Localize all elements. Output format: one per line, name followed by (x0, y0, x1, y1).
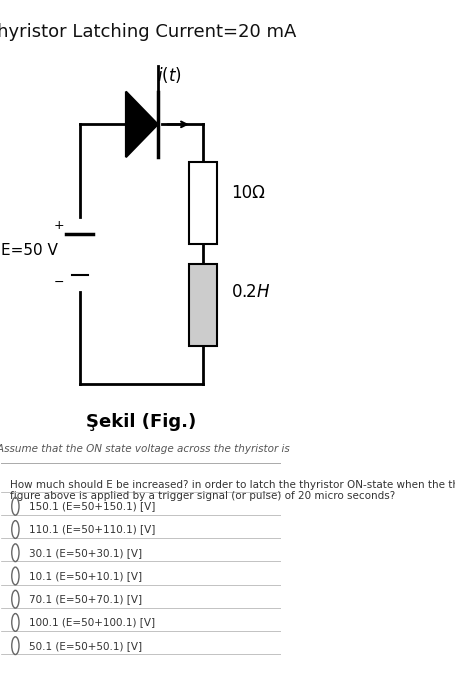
Text: 70.1 (E=50+70.1) [V]: 70.1 (E=50+70.1) [V] (29, 594, 142, 604)
Text: $0.2H$: $0.2H$ (230, 283, 270, 300)
Text: $i(t)$: $i(t)$ (157, 64, 181, 85)
Text: (Assume that the ON state voltage across the thyristor is: (Assume that the ON state voltage across… (0, 444, 289, 454)
Text: +: + (54, 220, 65, 233)
Text: 110.1 (E=50+110.1) [V]: 110.1 (E=50+110.1) [V] (29, 525, 156, 534)
Text: How much should E be increased? in order to latch the thyristor ON-state when th: How much should E be increased? in order… (10, 480, 455, 501)
Text: Thyristor Latching Current=20 mA: Thyristor Latching Current=20 mA (0, 23, 296, 41)
Text: 10Ω: 10Ω (230, 184, 264, 202)
Text: 30.1 (E=50+30.1) [V]: 30.1 (E=50+30.1) [V] (29, 547, 142, 558)
Text: Şekil (Fig.): Şekil (Fig.) (86, 412, 196, 431)
Bar (188, 264, 217, 346)
Text: 50.1 (E=50+50.1) [V]: 50.1 (E=50+50.1) [V] (29, 641, 142, 650)
Text: 150.1 (E=50+150.1) [V]: 150.1 (E=50+150.1) [V] (29, 501, 156, 511)
Text: −: − (54, 276, 65, 289)
Text: E=50 V: E=50 V (1, 244, 58, 258)
Text: 10.1 (E=50+10.1) [V]: 10.1 (E=50+10.1) [V] (29, 571, 142, 581)
Polygon shape (126, 91, 157, 157)
Bar (188, 162, 217, 244)
Text: 100.1 (E=50+100.1) [V]: 100.1 (E=50+100.1) [V] (29, 617, 155, 628)
